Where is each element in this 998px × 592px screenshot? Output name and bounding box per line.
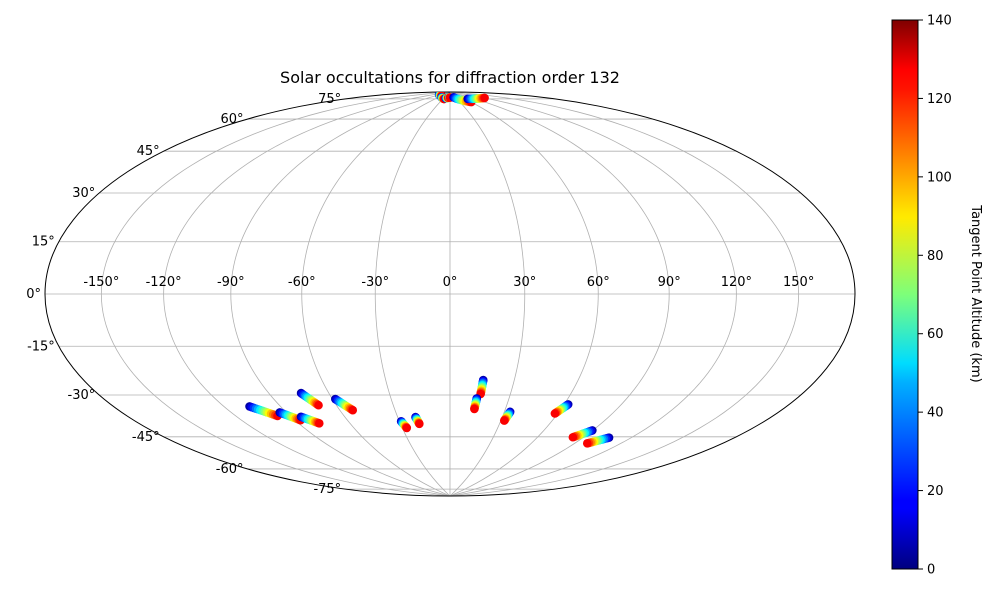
occultation-point xyxy=(550,409,560,418)
chart-title: Solar occultations for diffraction order… xyxy=(280,68,620,87)
occultation-point xyxy=(314,419,324,428)
lat-tick-label: -30° xyxy=(68,388,96,403)
lat-tick-labels: 75° 60° 45° 30° 15° 0° -15° -30° -45° -60° -75° xyxy=(26,92,341,497)
lat-tick-label: 60° xyxy=(220,112,243,127)
lon-tick-label: 120° xyxy=(721,275,752,290)
lon-tick-label: -90° xyxy=(217,275,245,290)
occultation-point xyxy=(568,432,578,442)
colorbar-tick-label: 60 xyxy=(927,327,944,342)
lon-tick-label: -150° xyxy=(83,275,119,290)
lat-tick-label: -45° xyxy=(132,430,160,445)
colorbar-ticks: 0 20 40 60 80 100 120 140 xyxy=(918,14,952,578)
lon-tick-label: -30° xyxy=(361,275,389,290)
colorbar-gradient xyxy=(891,19,919,570)
map-outline xyxy=(44,91,856,497)
colorbar-tick-label: 80 xyxy=(927,249,944,264)
occultation-point xyxy=(480,93,489,103)
lat-tick-label: -60° xyxy=(216,462,244,477)
lon-tick-label: 60° xyxy=(587,275,610,290)
colorbar-tick-label: 40 xyxy=(927,406,944,421)
occultation-point xyxy=(582,439,592,448)
lon-tick-labels: -150° -120° -90° -60° -30° 0° 30° 60° 90° 120° 150… xyxy=(83,275,814,290)
lon-tick-label: 30° xyxy=(513,275,536,290)
lat-tick-label: 30° xyxy=(72,186,95,201)
colorbar-tick-label: 100 xyxy=(927,170,952,185)
occultation-point xyxy=(402,423,412,433)
lon-tick-label: 90° xyxy=(658,275,681,290)
lon-tick-label: -60° xyxy=(288,275,316,290)
colorbar-tick-label: 0 xyxy=(927,563,935,578)
occultation-point xyxy=(470,404,479,414)
lon-tick-label: -120° xyxy=(146,275,182,290)
lat-tick-label: -75° xyxy=(313,482,341,497)
colorbar-tick-label: 120 xyxy=(927,92,952,107)
colorbar-label: Tangent Point Altitude (km) xyxy=(968,204,983,382)
occultation-point xyxy=(499,416,509,425)
occultation-point xyxy=(415,419,424,429)
lat-tick-label: 45° xyxy=(137,144,160,159)
occultation-points xyxy=(245,92,614,448)
lon-tick-label: 150° xyxy=(783,275,814,290)
colorbar-tick-label: 20 xyxy=(927,484,944,499)
lat-tick-label: 75° xyxy=(318,92,341,107)
colorbar-tick-label: 140 xyxy=(927,14,952,29)
lon-tick-label: 0° xyxy=(443,275,458,290)
lat-tick-label: 0° xyxy=(26,287,41,302)
colorbar: 0 20 40 60 80 100 120 140 Tangent Point Altitud… xyxy=(891,14,983,578)
map-grid xyxy=(45,92,855,496)
occultation-point xyxy=(348,405,358,415)
occultation-point xyxy=(314,400,323,410)
lat-tick-label: 15° xyxy=(32,235,55,250)
lat-tick-label: -15° xyxy=(27,339,55,354)
